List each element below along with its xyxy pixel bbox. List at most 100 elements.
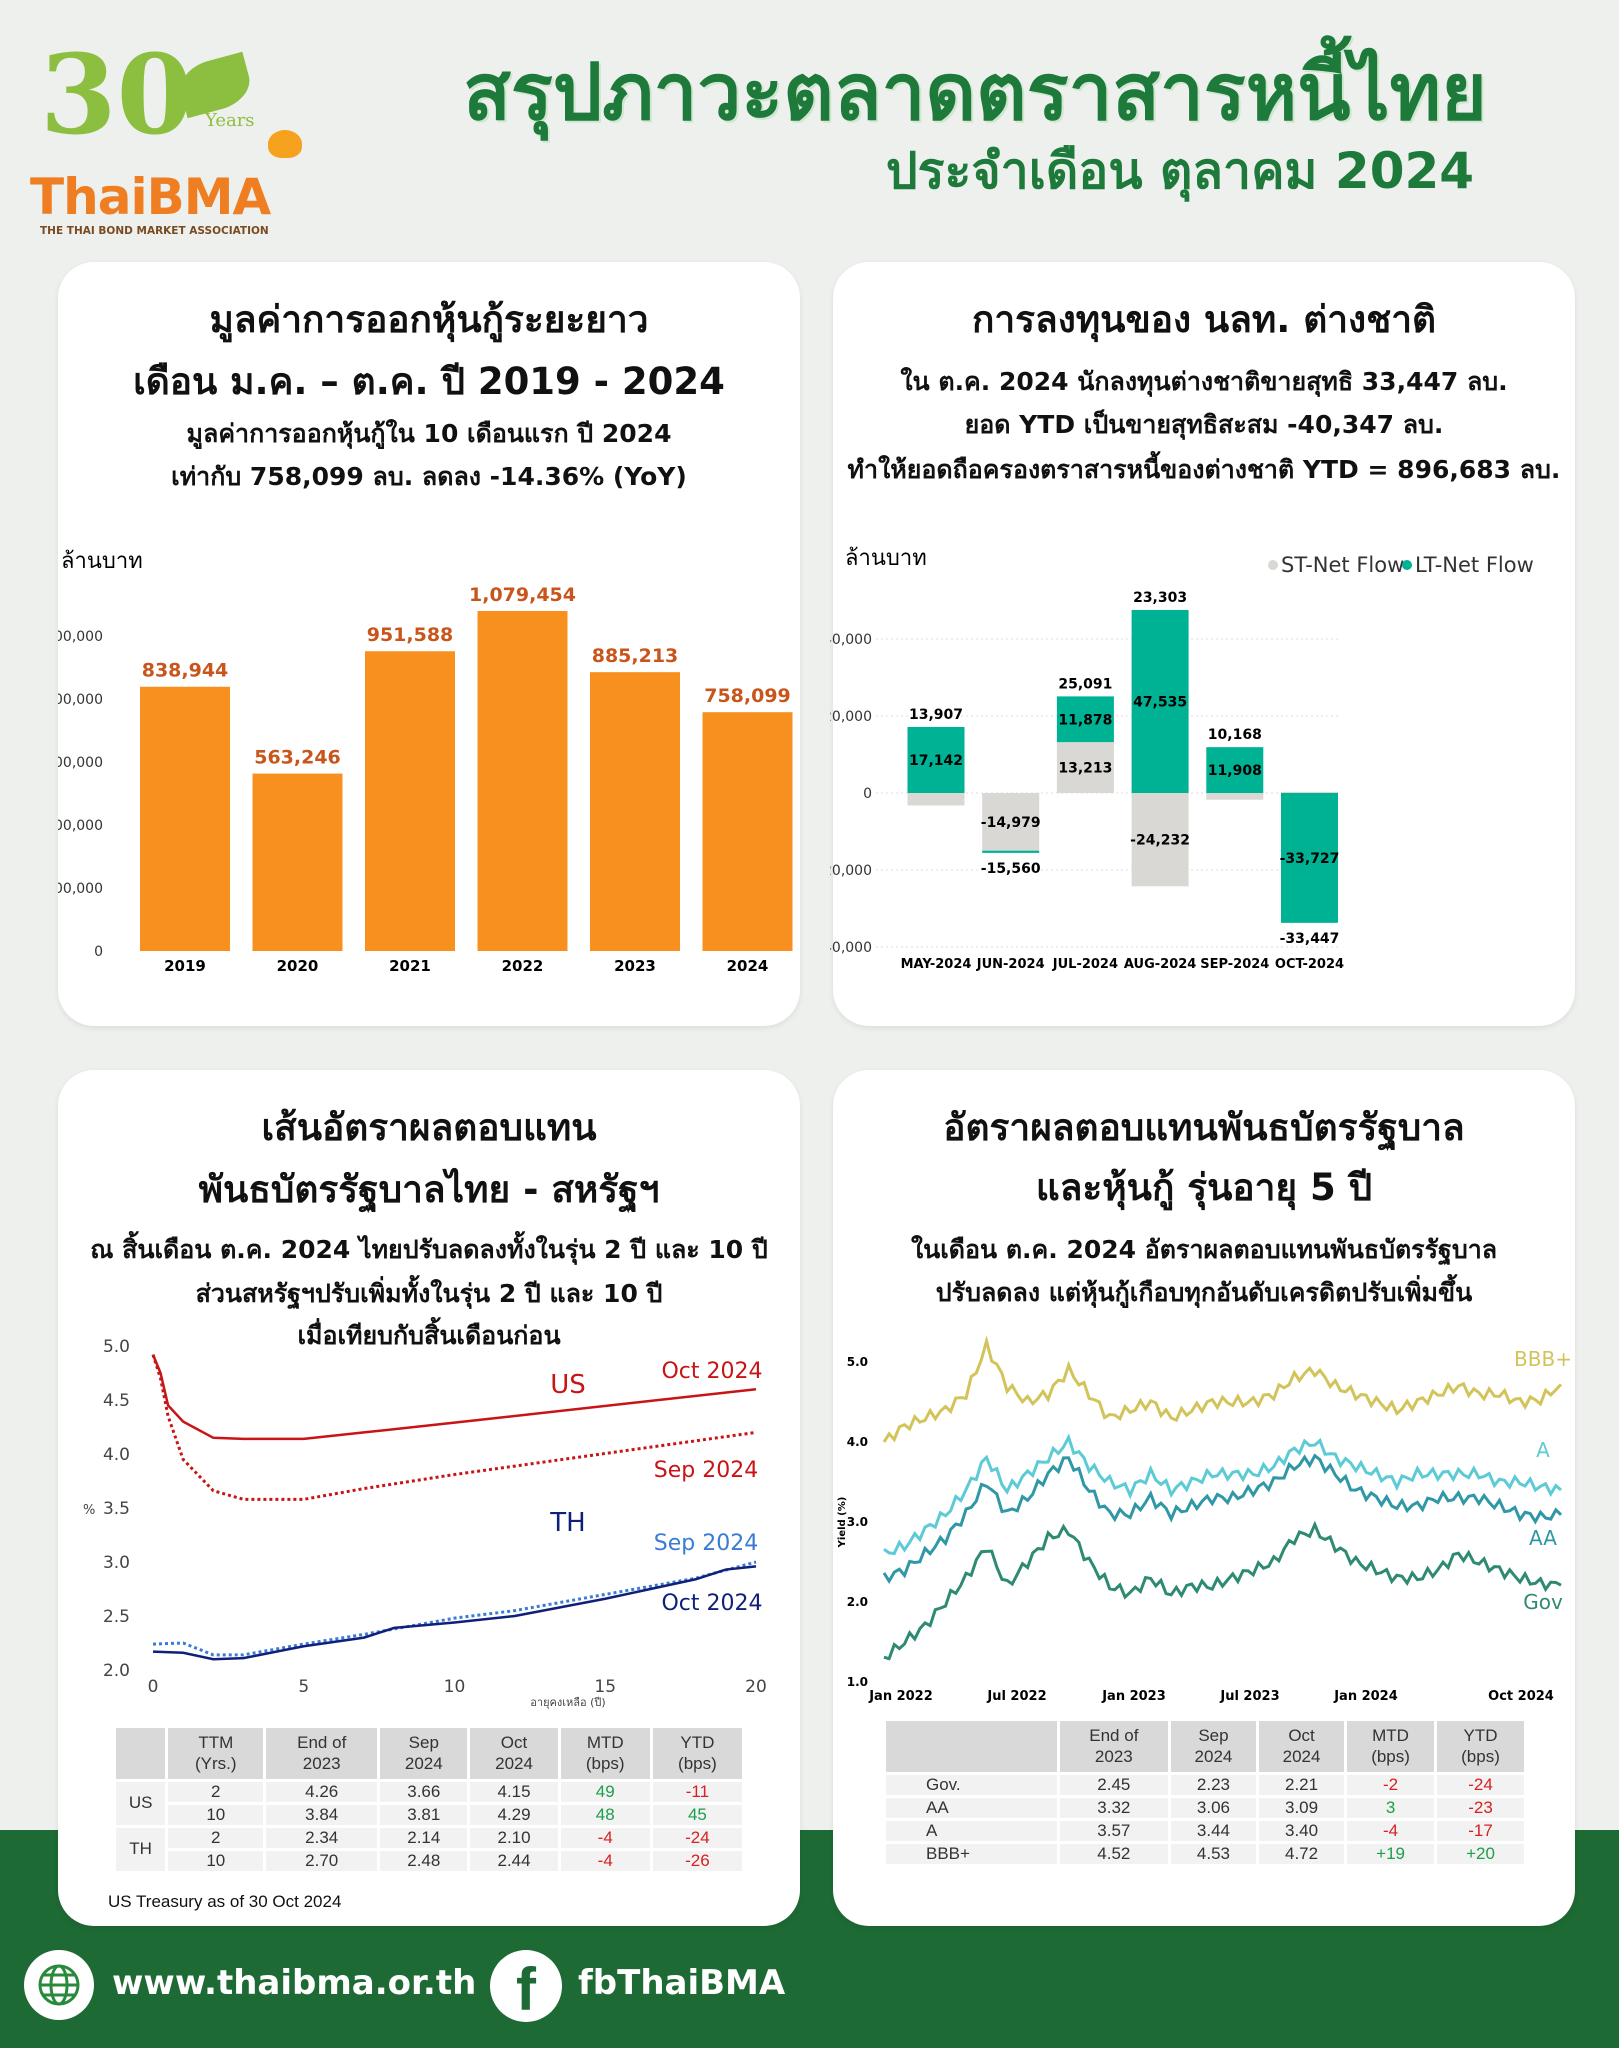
table-cell: 45	[652, 1804, 742, 1825]
bar-segment-label: 47,535	[1133, 694, 1187, 710]
x-tick-label: Oct 2024	[1488, 1689, 1554, 1704]
x-tick-label: Jul 2022	[986, 1689, 1046, 1704]
corp-line-2: ปรับลดลง แต่หุ้นกู้เกือบทุกอันดับเครดิตป…	[935, 1278, 1473, 1307]
website-link[interactable]: www.thaibma.or.th	[112, 1963, 477, 2003]
legend-lt-label: LT-Net Flow	[1415, 553, 1534, 577]
y-tick-label: 1.0	[847, 1675, 868, 1689]
bar-segment-label: 11,878	[1058, 712, 1112, 728]
x-tick-label: 5	[298, 1677, 309, 1697]
column-header: End of 2023	[1059, 1721, 1168, 1772]
table-cell: 3.32	[1059, 1797, 1168, 1818]
bar-ST-Net Flow-OCT-2024	[1281, 791, 1338, 794]
column-header: Oct 2024	[1259, 1721, 1345, 1772]
series-label: AA	[1529, 1526, 1557, 1550]
table-cell: 3.81	[380, 1804, 468, 1825]
logo-brand: ThaiBMA	[30, 168, 271, 226]
series-label: Sep 2024	[654, 1458, 758, 1483]
x-tick-label: SEP-2024	[1200, 957, 1269, 972]
logo-number: 30	[40, 30, 194, 159]
bar-value-label: 885,213	[592, 645, 679, 667]
y-tick-label: 3.0	[847, 1515, 868, 1529]
foreign-title: การลงทุนของ นลท. ต่างชาติ	[971, 298, 1437, 341]
column-header	[886, 1721, 1057, 1772]
bar-value-label: 758,099	[704, 685, 791, 707]
page-title: สรุปภาวะตลาดตราสารหนี้ไทย	[463, 48, 1487, 138]
foreign-line-2: ยอด YTD เป็นขายสุทธิสะสม -40,347 ลบ.	[964, 410, 1444, 439]
x-tick-label: 10	[444, 1677, 466, 1697]
column-header: Sep 2024	[1170, 1721, 1256, 1772]
table-cell: -24	[652, 1827, 742, 1848]
y-tick-label: 1,000,000	[58, 629, 103, 645]
bar-LT-Net Flow-SEP-2024	[1206, 747, 1264, 793]
table-cell: -26	[652, 1850, 742, 1871]
x-tick-label: 20	[745, 1677, 767, 1697]
issuance-line-2: เท่ากับ 758,099 ลบ. ลดลง -14.36% (YoY)	[171, 462, 687, 491]
column-header: MTD (bps)	[1347, 1721, 1435, 1772]
bar-ST-Net Flow-JUL-2024	[1056, 742, 1114, 793]
corp-title-2: และหุ้นกู้ รุ่นอายุ 5 ปี	[1035, 1166, 1373, 1209]
table-cell: 2.10	[470, 1827, 558, 1848]
y-tick-label: 0	[863, 786, 872, 802]
bar-LT-Net Flow-JUL-2024	[1056, 696, 1114, 743]
corp-title-1: อัตราผลตอบแทนพันธบัตรรัฐบาล	[943, 1106, 1465, 1149]
x-tick-label: Jul 2023	[1219, 1689, 1279, 1704]
line-US-Sep 2024	[151, 1354, 757, 1501]
table-cell: 3.84	[266, 1804, 378, 1825]
line-A	[883, 1433, 1562, 1556]
x-tick-label: JUL-2024	[1052, 957, 1118, 972]
bar-segment-label: -14,979	[981, 815, 1041, 831]
bar-segment-label: 13,213	[1058, 761, 1112, 777]
y-tick-label: 2.5	[103, 1607, 130, 1627]
y-tick-label: 4.0	[103, 1445, 130, 1465]
x-tick-label: MAY-2024	[901, 957, 972, 972]
line-TH-Oct 2024	[152, 1565, 757, 1661]
column-header: YTD (bps)	[1437, 1721, 1524, 1772]
table-cell: 2.44	[470, 1850, 558, 1871]
table-cell: 2.70	[266, 1850, 378, 1871]
column-header: Oct 2024	[470, 1728, 558, 1779]
series-label: Oct 2024	[661, 1359, 762, 1384]
y-tick-label: 200,000	[58, 881, 103, 897]
issuance-title-1: มูลค่าการออกหุ้นกู้ระยะยาว	[209, 298, 649, 341]
foreign-card: การลงทุนของ นลท. ต่างชาติ ใน ต.ค. 2024 น…	[833, 262, 1575, 1026]
legend-st-label: ST-Net Flow	[1281, 553, 1404, 577]
y-tick-label: 2.0	[847, 1595, 868, 1609]
bar-2020	[252, 773, 343, 951]
table-cell: A	[886, 1820, 1057, 1841]
y-tick-label: 4.0	[847, 1435, 868, 1449]
table-cell: 4.29	[470, 1804, 558, 1825]
table-cell: -4	[1347, 1820, 1435, 1841]
table-cell: 2.23	[1170, 1774, 1256, 1795]
bar-segment-label: -33,727	[1280, 851, 1340, 867]
bar-value-label: 1,079,454	[469, 584, 576, 606]
y-tick-label: 5.0	[103, 1337, 130, 1357]
y-tick-label: 4.5	[103, 1391, 130, 1411]
table-cell: 2	[168, 1827, 264, 1848]
x-tick-label: JUN-2024	[976, 957, 1045, 972]
x-axis-label: อายุคงเหลือ (ปี)	[530, 1696, 605, 1709]
bar-2022	[477, 610, 568, 951]
bar-ST-Net Flow-AUG-2024	[1131, 793, 1189, 887]
legend-st-marker	[1268, 560, 1278, 570]
table-cell: 3.44	[1170, 1820, 1256, 1841]
table-cell: US	[116, 1781, 166, 1825]
table-header-row: End of 2023 Sep 2024 Oct 2024 MTD (bps) YTD (bps)	[886, 1721, 1524, 1772]
x-tick-label: Jan 2024	[1333, 1689, 1398, 1704]
total-label: 23,303	[1133, 590, 1187, 606]
curve-line-2: ส่วนสหรัฐฯปรับเพิ่มทั้งในรุ่น 2 ปี และ 1…	[195, 1279, 663, 1308]
lotus-icon	[268, 130, 302, 158]
x-tick-label: AUG-2024	[1124, 957, 1196, 972]
facebook-link[interactable]: fbThaiBMA	[578, 1963, 786, 2003]
y-tick-label: 2.0	[103, 1661, 130, 1681]
y-tick-label: 400,000	[58, 818, 103, 834]
table-cell: 48	[560, 1804, 650, 1825]
logo-tagline: THE THAI BOND MARKET ASSOCIATION	[40, 225, 269, 237]
foreign-flow-chart: ล้านบาท ST-Net Flow LT-Net Flow -40,000 -20,…	[830, 546, 1534, 972]
line-US-Oct 2024	[151, 1354, 757, 1441]
series-label: Sep 2024	[654, 1531, 758, 1556]
x-tick-label: 0	[148, 1677, 159, 1697]
total-label: -33,447	[1280, 931, 1340, 947]
y-tick-label: 3.5	[103, 1499, 130, 1519]
table-header-row: TTM (Yrs.) End of 2023 Sep 2024 Oct 2024 MTD (bps…	[116, 1728, 742, 1779]
x-tick-label: 2022	[502, 957, 544, 975]
